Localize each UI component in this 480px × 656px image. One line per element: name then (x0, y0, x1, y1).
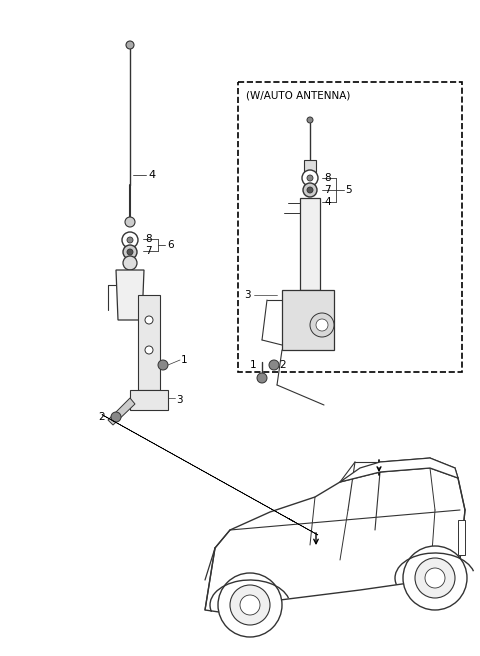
Polygon shape (138, 295, 160, 390)
Circle shape (403, 546, 467, 610)
Polygon shape (300, 198, 320, 290)
Circle shape (307, 187, 313, 193)
Circle shape (218, 573, 282, 637)
Text: 7: 7 (324, 185, 331, 195)
Text: 4: 4 (324, 197, 331, 207)
Circle shape (126, 41, 134, 49)
Circle shape (316, 319, 328, 331)
Circle shape (230, 585, 270, 625)
Text: 8: 8 (324, 173, 331, 183)
Polygon shape (205, 468, 465, 615)
Polygon shape (130, 390, 168, 410)
Circle shape (307, 175, 313, 181)
Text: 4: 4 (148, 170, 155, 180)
Text: 7: 7 (145, 246, 152, 256)
Polygon shape (340, 458, 458, 482)
Circle shape (158, 360, 168, 370)
Circle shape (127, 249, 133, 255)
Text: 2: 2 (279, 360, 286, 370)
Text: (W/AUTO ANTENNA): (W/AUTO ANTENNA) (246, 91, 350, 101)
Text: 5: 5 (345, 185, 352, 195)
Polygon shape (304, 160, 316, 172)
Circle shape (145, 316, 153, 324)
Circle shape (123, 256, 137, 270)
Polygon shape (108, 398, 135, 425)
Circle shape (122, 232, 138, 248)
Polygon shape (102, 415, 318, 535)
Circle shape (302, 170, 318, 186)
Circle shape (125, 217, 135, 227)
Circle shape (257, 373, 267, 383)
Text: 1: 1 (181, 355, 188, 365)
Circle shape (240, 595, 260, 615)
Text: 1: 1 (250, 360, 257, 370)
Text: 2: 2 (98, 412, 105, 422)
Circle shape (269, 360, 279, 370)
Circle shape (307, 117, 313, 123)
Polygon shape (282, 290, 334, 350)
Circle shape (415, 558, 455, 598)
Circle shape (123, 245, 137, 259)
Text: 8: 8 (145, 234, 152, 244)
Text: 3: 3 (176, 395, 182, 405)
Circle shape (111, 412, 121, 422)
Circle shape (127, 237, 133, 243)
Text: 3: 3 (244, 290, 251, 300)
Bar (238, 82, 462, 372)
Circle shape (303, 183, 317, 197)
Circle shape (310, 313, 334, 337)
Circle shape (145, 346, 153, 354)
Polygon shape (458, 520, 465, 555)
Text: 6: 6 (167, 240, 174, 250)
Polygon shape (116, 270, 144, 320)
Circle shape (425, 568, 445, 588)
